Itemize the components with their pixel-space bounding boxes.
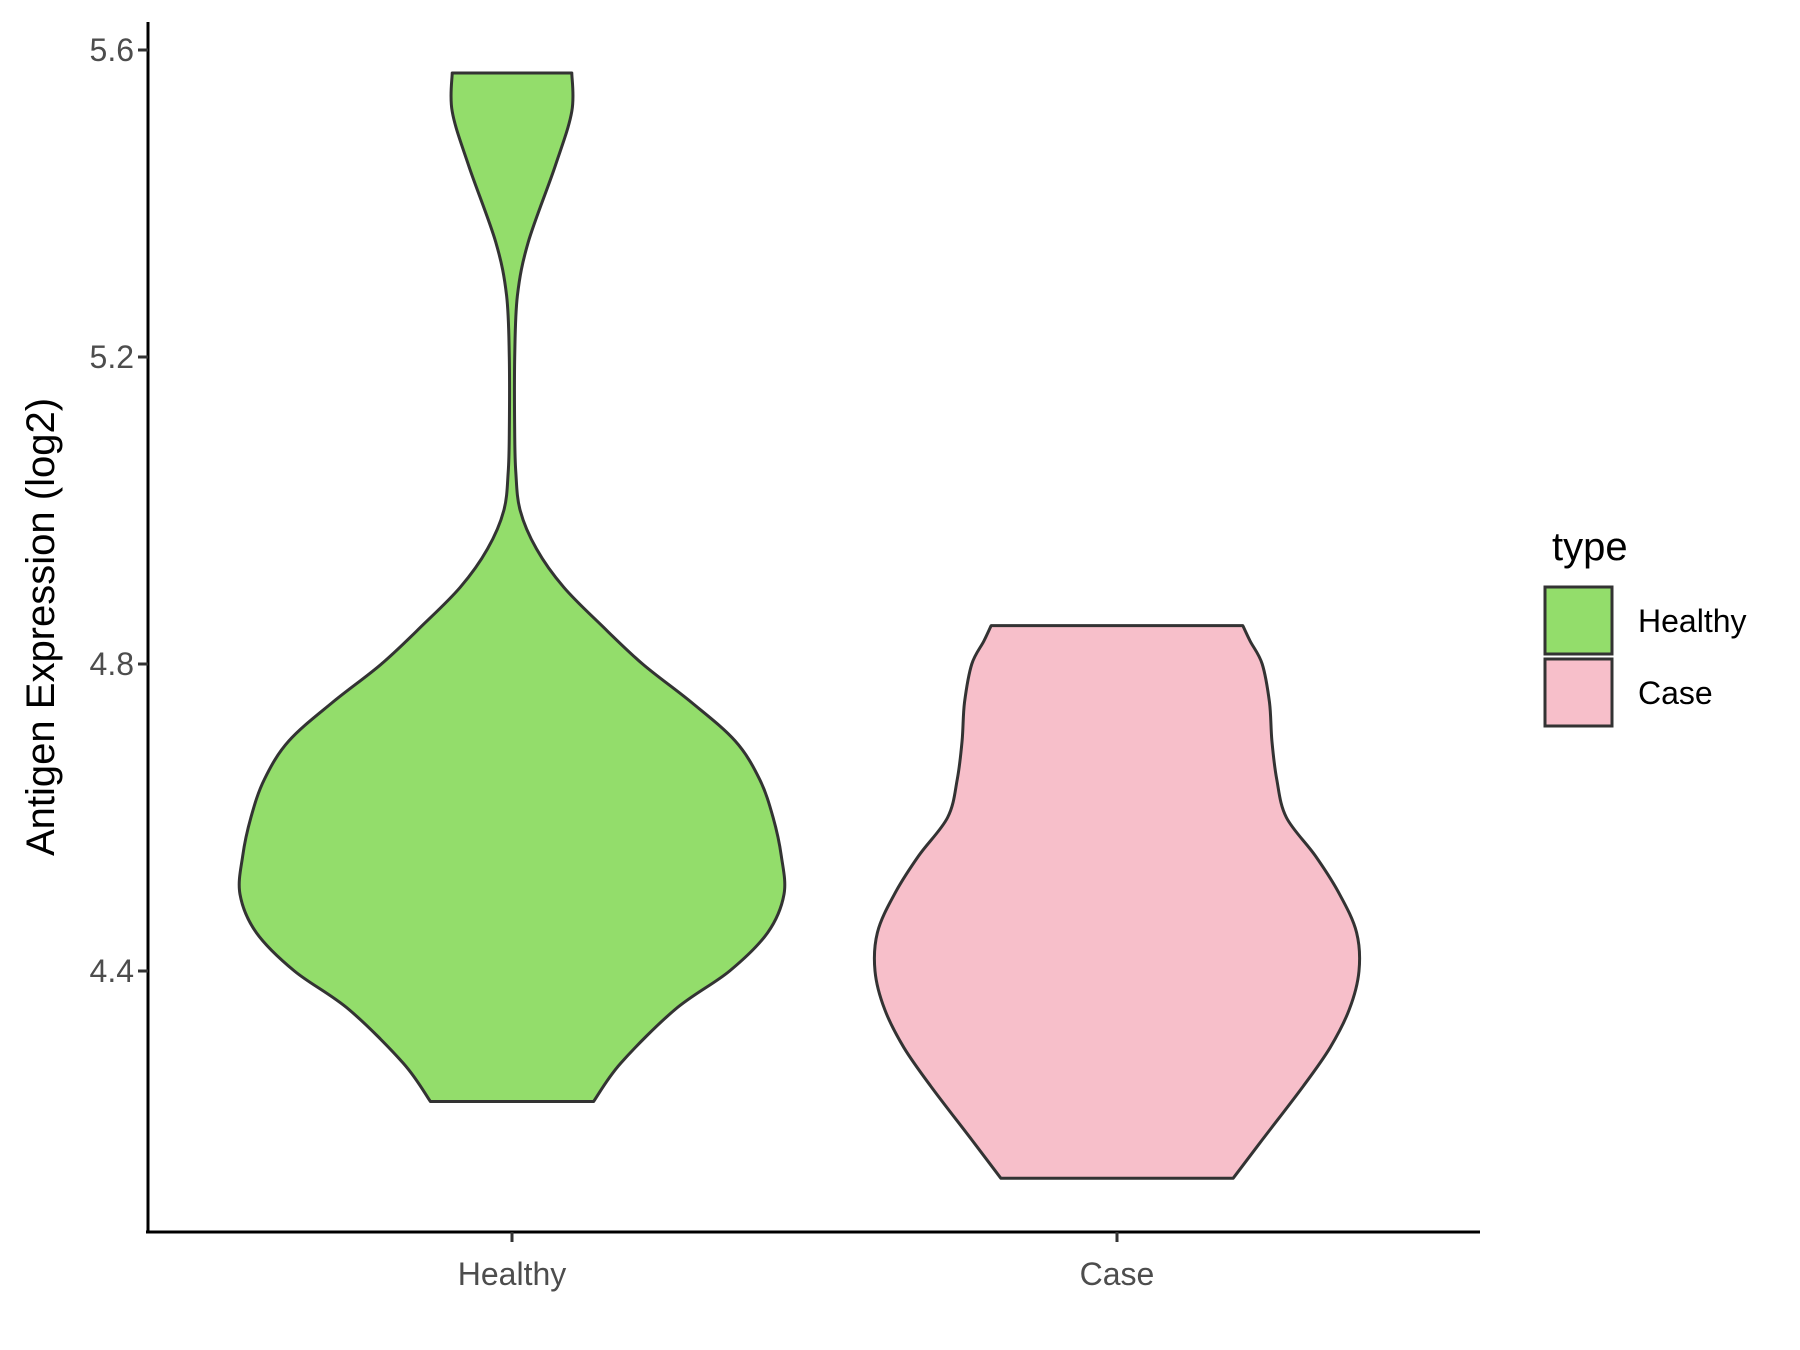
y-axis-title: Antigen Expression (log2) bbox=[19, 398, 63, 856]
legend-title: type bbox=[1552, 525, 1628, 569]
y-tick-label: 4.4 bbox=[90, 953, 134, 989]
legend: type Healthy Case bbox=[1543, 525, 1747, 728]
legend-label-healthy: Healthy bbox=[1638, 603, 1747, 639]
legend-key-case bbox=[1543, 657, 1614, 728]
x-tick-label: Case bbox=[1080, 1256, 1155, 1292]
y-tick-label: 5.6 bbox=[90, 32, 134, 68]
y-tick-label: 4.8 bbox=[90, 646, 134, 682]
violin-healthy bbox=[237, 71, 787, 1103]
violin-case bbox=[872, 624, 1362, 1180]
y-axis-ticks: 4.4 4.8 5.2 5.6 bbox=[90, 32, 148, 989]
y-tick-label: 5.2 bbox=[90, 339, 134, 375]
violins-layer bbox=[237, 71, 1362, 1180]
x-axis-ticks: Healthy Case bbox=[458, 1232, 1155, 1292]
x-tick-label: Healthy bbox=[458, 1256, 567, 1292]
legend-label-case: Case bbox=[1638, 675, 1713, 711]
legend-key-healthy bbox=[1543, 585, 1614, 656]
